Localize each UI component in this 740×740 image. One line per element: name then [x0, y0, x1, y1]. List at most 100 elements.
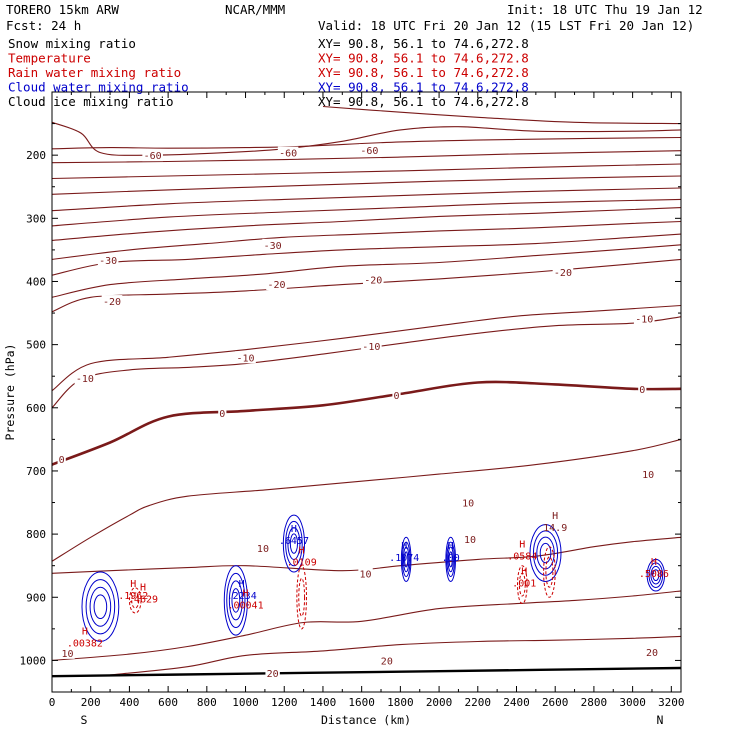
- x-tick-label: 800: [197, 696, 217, 709]
- plot-content: -60 -60 -60 -30 -30 -20 -20 -20 -20 -10 -10 -10 -10 0…: [52, 105, 681, 680]
- rain-water-contour: [128, 587, 142, 614]
- isotherm-label-bg: [460, 496, 476, 509]
- x-tick-label: 1200: [271, 696, 298, 709]
- isotherm-label: -10: [635, 315, 653, 326]
- cloud-water-contour: [89, 586, 112, 627]
- maximum-value: .0109: [287, 558, 317, 569]
- isotherm-label-bg: [218, 406, 227, 419]
- x-tick-label: 2800: [581, 696, 608, 709]
- field-xy: XY= 90.8, 56.1 to 74.6,272.8: [318, 51, 529, 66]
- cloud-water-contour: [223, 565, 248, 636]
- maximum-value: .5086: [639, 569, 669, 580]
- isotherm-label-bg: [235, 351, 256, 364]
- cloud-water-contour: [652, 569, 660, 582]
- x-tick-label: 0: [49, 696, 56, 709]
- isotherm-line: [52, 590, 681, 661]
- isotherm-label-bg: [57, 452, 66, 465]
- north-end-label: N: [657, 713, 664, 727]
- valid-time: Valid: 18 UTC Fri 20 Jan 12 (15 LST Fri …: [318, 18, 694, 33]
- y-tick-label: 500: [26, 339, 46, 352]
- field-xy: XY= 90.8, 56.1 to 74.6,272.8: [318, 80, 529, 95]
- maximum-value: .0584: [507, 551, 537, 562]
- maximum-value: .00: [442, 553, 460, 564]
- isotherm-line: [52, 220, 681, 260]
- x-tick-label: 2200: [465, 696, 492, 709]
- isotherm-label-bg: [379, 654, 395, 667]
- cloud-water-contour: [646, 558, 666, 592]
- isotherm-label-bg: [101, 295, 123, 308]
- x-tick-label: 200: [81, 696, 101, 709]
- isotherm-label-bg: [142, 149, 163, 162]
- cloud-water-contour: [445, 536, 456, 582]
- plot-area: -60 -60 -60 -30 -30 -20 -20 -20 -20 -10 -10 -10 -10 0…: [52, 105, 681, 680]
- isotherm-label-bg: [266, 278, 287, 290]
- isotherm-label: 20: [646, 648, 658, 659]
- maximum-value: .1962: [118, 591, 148, 602]
- rain-water-contour: [518, 572, 526, 597]
- isotherm-label-bg: [392, 389, 401, 402]
- cloud-water-contour: [282, 514, 306, 573]
- isotherm-label: -60: [144, 151, 162, 162]
- isotherm-label-bg: [358, 567, 373, 580]
- cloud-water-contour: [231, 588, 241, 613]
- field-name: Temperature: [8, 51, 91, 66]
- x-tick-label: 3200: [658, 696, 685, 709]
- maximum-marker: H: [299, 546, 305, 557]
- isotherm-label-bg: [462, 533, 478, 546]
- isotherm-label-bg: [265, 667, 280, 680]
- field-name: Cloud ice mixing ratio: [8, 94, 174, 109]
- isotherm-label-bg: [361, 339, 382, 352]
- x-tick-label: 2400: [503, 696, 530, 709]
- cloud-water-contour: [93, 594, 108, 620]
- x-tick-label: 2000: [426, 696, 453, 709]
- maximum-value: .001: [512, 578, 536, 589]
- maximum-value: .00382: [67, 638, 103, 649]
- isotherm-line: [52, 187, 681, 212]
- cloud-water-contour: [85, 579, 116, 635]
- isotherm-label: 10: [61, 649, 73, 660]
- isotherm-line: [52, 536, 681, 574]
- isotherm-line: [322, 105, 681, 125]
- isotherm-label: -20: [364, 276, 382, 287]
- maximum-marker: H: [651, 557, 657, 568]
- maximum-marker: H: [291, 524, 297, 535]
- maximum-marker: H: [448, 541, 454, 552]
- isotherm-label-bg: [633, 312, 655, 325]
- maximum-marker: H: [552, 511, 558, 522]
- isotherm-line: [52, 233, 681, 276]
- cloud-water-contour: [446, 541, 455, 578]
- isotherm-line: [52, 163, 681, 180]
- isotherm-label-bg: [60, 646, 75, 659]
- x-tick-label: 3000: [619, 696, 646, 709]
- isotherm-label: -30: [99, 256, 117, 267]
- isotherm-line: [52, 316, 681, 409]
- isotherm-label: 0: [393, 391, 399, 402]
- rain-water-contour: [298, 577, 306, 617]
- isotherm-line: [52, 175, 681, 195]
- isotherm-label-bg: [359, 144, 380, 157]
- isotherm-label: -60: [279, 149, 297, 160]
- isotherm-label: -10: [76, 374, 94, 385]
- field-name: Snow mixing ratio: [8, 36, 136, 51]
- maximum-marker: H: [243, 589, 249, 600]
- isotherm-label: -20: [103, 297, 121, 308]
- rain-water-contour: [131, 592, 140, 609]
- x-tick-label: 1800: [387, 696, 414, 709]
- field-name: Cloud water mixing ratio: [8, 80, 189, 95]
- x-tick-label: 1400: [310, 696, 337, 709]
- maximum-value: .6457: [279, 536, 309, 547]
- isotherm-label-bg: [74, 372, 96, 385]
- rain-water-contour: [543, 546, 556, 598]
- maximum-value: .4629: [128, 594, 158, 605]
- south-end-label: S: [81, 713, 88, 727]
- cloud-water-contour: [650, 565, 662, 585]
- field-xy: XY= 90.8, 56.1 to 74.6,272.8: [318, 94, 529, 109]
- cloud-water-contour: [289, 533, 299, 554]
- maximum-marker: H: [140, 582, 146, 593]
- isotherm-label: -30: [264, 241, 282, 252]
- isotherm-label: -10: [237, 353, 255, 364]
- field-name: Rain water mixing ratio: [8, 65, 181, 80]
- rain-water-contour: [296, 565, 307, 630]
- maximum-marker: H: [521, 566, 527, 577]
